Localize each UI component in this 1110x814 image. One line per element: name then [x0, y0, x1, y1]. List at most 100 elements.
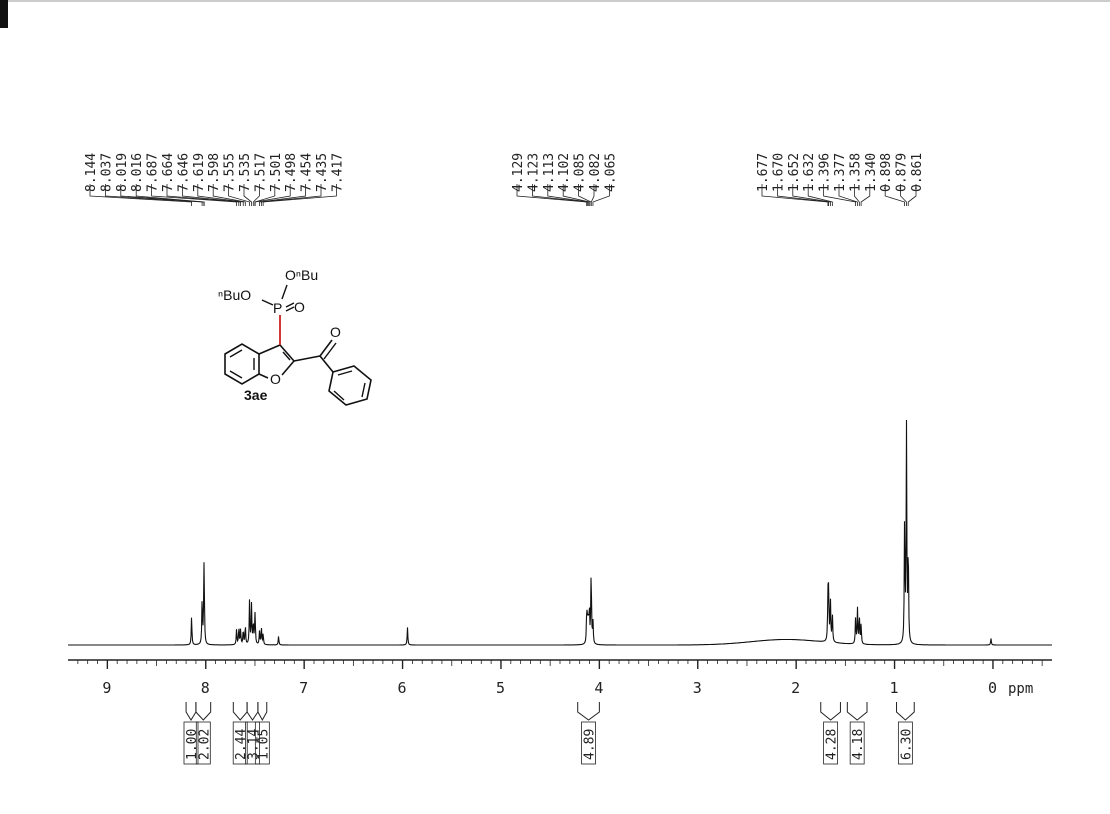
peak-label-leader	[151, 184, 237, 206]
peak-label: 7.517	[253, 153, 268, 192]
integral-box	[245, 721, 260, 765]
carbonyl-bond	[319, 339, 333, 357]
integral-box	[849, 721, 865, 765]
integral-value: 4.18	[851, 729, 866, 760]
peak-label: 1.652	[787, 153, 802, 192]
integral-value: 3.14	[247, 729, 262, 760]
integral-box	[254, 721, 270, 765]
integral-bracket	[195, 702, 212, 721]
peak-label: 7.598	[207, 153, 222, 192]
furan-oxygen-label: O	[270, 371, 281, 387]
peak-label-leader	[884, 184, 905, 206]
x-axis-ticks	[77, 660, 1043, 669]
x-tick-label: 8	[201, 679, 210, 697]
peak-label: 1.396	[818, 153, 833, 192]
x-tick-label: 2	[791, 679, 800, 697]
peak-label-leader	[590, 184, 595, 206]
phosphorus-label: P	[273, 300, 282, 316]
c-co-bond	[293, 355, 321, 362]
peak-label: 7.664	[161, 153, 176, 192]
co-phenyl-bond	[319, 355, 334, 373]
phenyl-inner-bond	[361, 382, 366, 398]
integral-bracket	[577, 702, 600, 721]
integral-value: 6.30	[899, 729, 914, 760]
x-axis-unit: ppm	[1008, 681, 1033, 697]
peak-label-leader	[260, 184, 322, 206]
peak-label-leader	[259, 184, 307, 206]
peak-label-leader	[792, 184, 831, 206]
integral-value: 1.05	[256, 729, 271, 760]
peak-label: 1.632	[802, 153, 817, 192]
peak-label: 7.435	[315, 153, 330, 192]
peak-label: 4.102	[557, 153, 572, 192]
peak-label-leader	[252, 184, 260, 206]
x-tick-label: 5	[496, 679, 505, 697]
peak-label-leader	[254, 184, 291, 206]
p-oxo-label: O	[294, 299, 305, 315]
peak-label-leader	[532, 184, 588, 206]
peak-label-leader	[243, 184, 252, 206]
x-tick-label: 9	[102, 679, 111, 697]
integral-box	[232, 721, 248, 765]
p-o-bond	[261, 299, 274, 306]
integral-bracket	[820, 702, 841, 721]
peak-label: 1.358	[848, 153, 863, 192]
peak-label: 4.082	[588, 153, 603, 192]
obu-top-label: OⁿBu	[285, 267, 318, 283]
compound-label: 3ae	[244, 387, 268, 403]
peak-label: 7.555	[223, 153, 238, 192]
furan-double-bond	[282, 351, 291, 361]
peak-label-leader	[777, 184, 830, 206]
integral-bracket	[185, 702, 197, 721]
integral-bracket	[257, 702, 268, 722]
peak-label: 7.535	[238, 153, 253, 192]
peak-label: 8.016	[130, 153, 145, 192]
furan-bond	[281, 360, 295, 376]
peak-label: 4.129	[511, 153, 526, 192]
p-o-bond	[281, 284, 288, 300]
peak-label: 1.670	[771, 153, 786, 192]
peak-labels: 8.144 8.037 8.019 8.016 7.687 7.664 7.646 7.619…	[84, 153, 925, 206]
peak-label-leader	[761, 184, 829, 206]
carbonyl-oxygen-label: O	[330, 324, 341, 340]
obu-left-label: ⁿBuO	[218, 287, 251, 303]
peak-label-leader	[807, 184, 833, 206]
p-o-double-bond	[285, 302, 295, 308]
p-o-double-bond	[285, 306, 295, 312]
peak-label-leader	[562, 184, 590, 206]
peak-label: 7.498	[284, 153, 299, 192]
phenyl-ring	[328, 365, 372, 406]
peak-label-leader	[105, 184, 203, 206]
peak-label: 1.677	[756, 153, 771, 192]
peak-label: 4.123	[526, 153, 541, 192]
integral-box	[581, 721, 596, 765]
peak-label: 4.113	[542, 153, 557, 192]
peak-label: 1.377	[833, 153, 848, 192]
integral-bracket	[896, 702, 915, 721]
peak-label: 7.619	[192, 153, 207, 192]
furan-bond	[258, 344, 281, 355]
peak-label-leader	[212, 184, 246, 206]
structure-3ae: O P OⁿBu ⁿBuO O O 3ae	[218, 267, 372, 406]
phenyl-inner-bond	[333, 390, 345, 401]
integral-value: 4.28	[825, 729, 840, 760]
peak-label-leader	[516, 184, 588, 206]
peak-label: 4.065	[603, 153, 618, 192]
integral-box	[897, 721, 913, 765]
peak-label-leader	[135, 184, 205, 206]
peak-label: 0.898	[879, 153, 894, 192]
peak-label: 8.019	[115, 153, 130, 192]
peak-label-leader	[166, 184, 240, 206]
peak-label: 4.085	[573, 153, 588, 192]
peak-label: 7.417	[330, 153, 345, 192]
furan-bond	[258, 373, 269, 379]
integrals: 1.002.02 2.443.141.05 4.89 4.28 4.18 6.30	[183, 702, 915, 765]
peak-label: 0.861	[910, 153, 925, 192]
integral-value: 4.89	[583, 729, 598, 760]
peak-label-leader	[262, 184, 337, 206]
x-tick-label: 3	[693, 679, 702, 697]
corner-mark	[0, 0, 8, 28]
integral-value: 2.02	[197, 729, 212, 760]
peak-label: 7.646	[176, 153, 191, 192]
